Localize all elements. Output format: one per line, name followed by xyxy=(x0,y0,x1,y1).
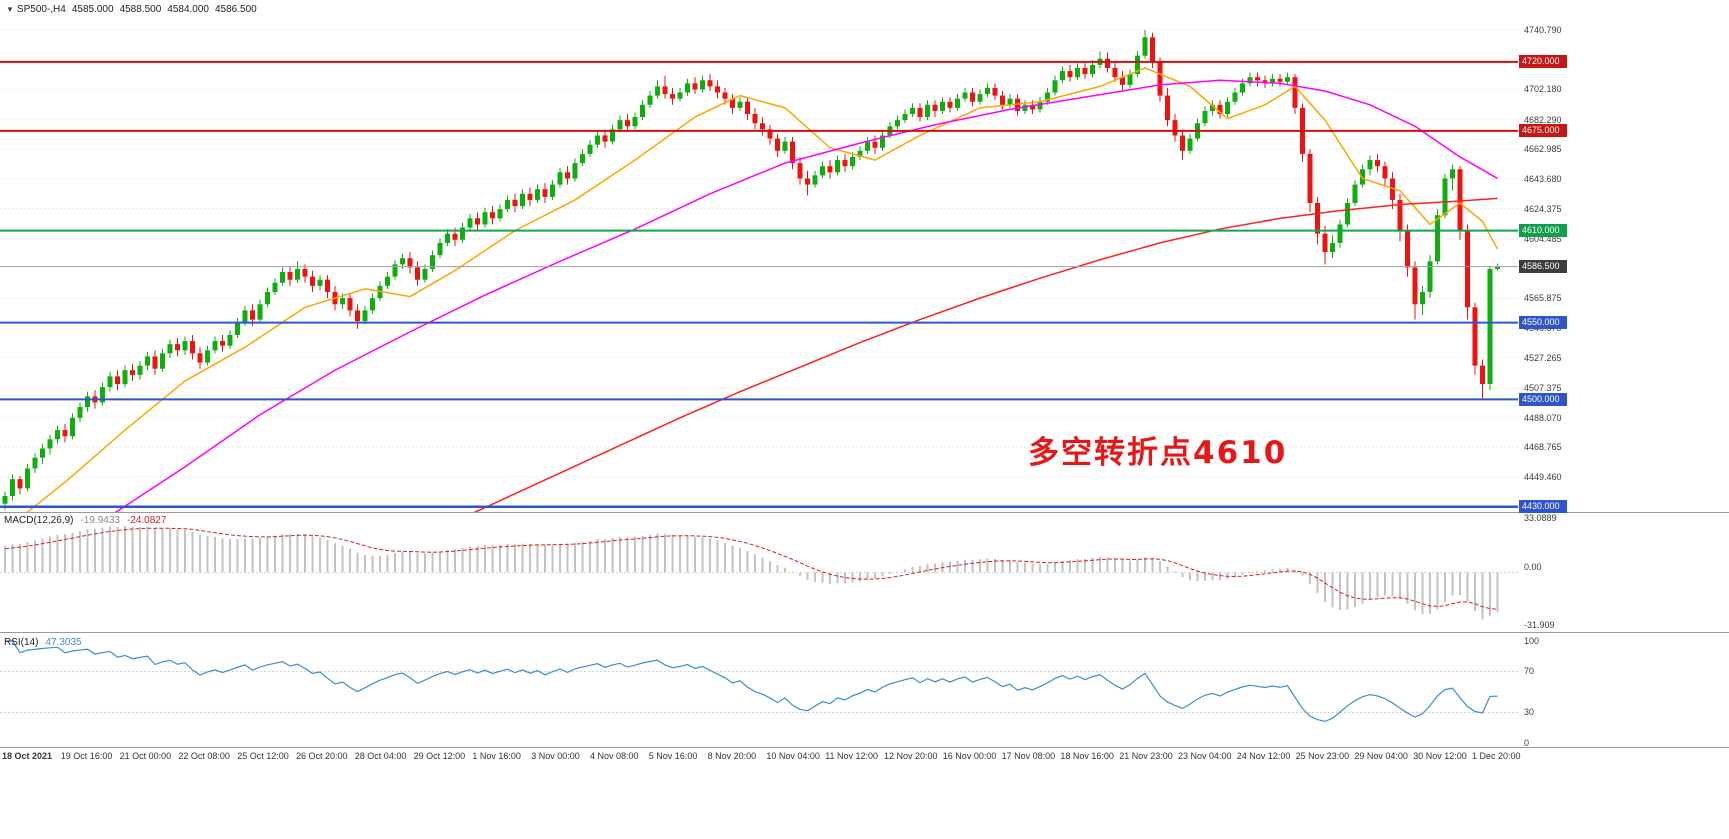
rsi-indicator-name: RSI(14) xyxy=(4,637,39,648)
rsi-panel xyxy=(0,640,1518,723)
price-axis[interactable] xyxy=(1518,0,1729,748)
rsi-indicator-info: RSI(14) 47.3035 xyxy=(4,637,82,648)
price-panel xyxy=(0,29,1518,512)
ohlc-low: 4584.000 xyxy=(167,4,209,15)
macd-main-value: -19.9433 xyxy=(80,515,120,526)
symbol-name: SP500-,H4 xyxy=(16,4,66,15)
ohlc-close: 4586.500 xyxy=(215,4,257,15)
panel-separator[interactable] xyxy=(0,631,1729,635)
panel-separator[interactable] xyxy=(0,511,1729,515)
pivot-annotation: 多空转折点4610 xyxy=(1028,435,1288,471)
chart-canvas[interactable] xyxy=(0,0,1729,770)
rsi-line xyxy=(5,640,1498,723)
ma-mid xyxy=(114,79,1498,512)
symbol-arrow-icon: ▼ xyxy=(6,5,14,14)
macd-signal-line xyxy=(4,527,1498,610)
time-axis[interactable] xyxy=(0,748,1729,770)
macd-indicator-info: MACD(12,26,9) -19.9433 -24.0827 xyxy=(4,515,166,526)
macd-panel xyxy=(0,526,1518,620)
ohlc-open: 4585.000 xyxy=(71,4,114,15)
ma-fast xyxy=(26,67,1499,512)
macd-indicator-name: MACD(12,26,9) xyxy=(4,515,74,526)
ohlc-high: 4588.500 xyxy=(119,4,162,15)
macd-signal-value: -24.0827 xyxy=(126,515,167,526)
ma-slow xyxy=(473,197,1498,512)
symbol-info: ▼ SP500-,H4 4585.000 4588.500 4584.000 4586.5… xyxy=(6,4,263,15)
rsi-value: 47.3035 xyxy=(45,637,82,648)
